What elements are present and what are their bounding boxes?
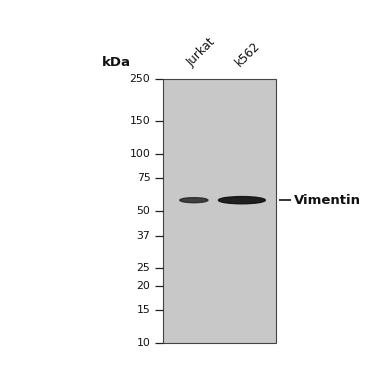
Text: Vimentin: Vimentin bbox=[294, 194, 362, 207]
Text: 10: 10 bbox=[136, 338, 150, 348]
Ellipse shape bbox=[180, 198, 208, 203]
Text: 15: 15 bbox=[136, 305, 150, 315]
Text: 75: 75 bbox=[136, 172, 150, 183]
Text: 50: 50 bbox=[136, 206, 150, 216]
Text: 250: 250 bbox=[130, 74, 150, 84]
Text: 100: 100 bbox=[129, 149, 150, 159]
Text: kDa: kDa bbox=[102, 56, 131, 69]
Text: 25: 25 bbox=[136, 263, 150, 273]
Text: Jurkat: Jurkat bbox=[184, 36, 218, 69]
Text: 20: 20 bbox=[136, 281, 150, 291]
Ellipse shape bbox=[218, 196, 266, 204]
Text: 37: 37 bbox=[136, 231, 150, 241]
Bar bbox=[163, 79, 276, 343]
Text: 150: 150 bbox=[130, 116, 150, 126]
Text: k562: k562 bbox=[232, 39, 262, 69]
